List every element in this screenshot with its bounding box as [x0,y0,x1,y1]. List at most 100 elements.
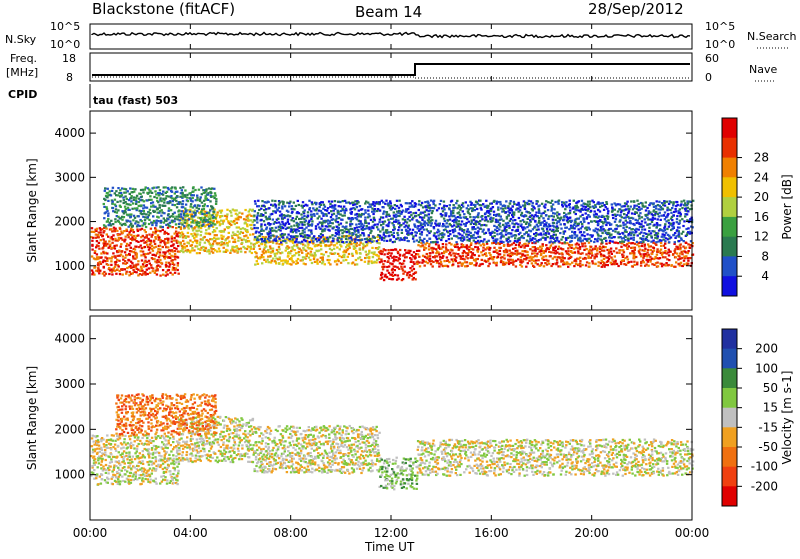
echo-cell [545,234,547,236]
echo-cell [352,255,354,257]
echo-cell [117,194,119,196]
echo-cell [157,234,159,236]
echo-cell [664,250,666,252]
echo-cell [687,243,689,245]
echo-cell [533,207,535,209]
echo-cell [332,222,334,224]
echo-cell [431,219,433,221]
echo-cell [111,230,113,232]
echo-cell [670,212,672,214]
echo-cell [554,256,556,258]
echo-cell [614,231,616,233]
echo-cell [588,262,590,264]
echo-cell [168,266,170,268]
echo-cell [656,254,658,256]
echo-cell [183,225,185,227]
echo-cell [506,217,508,219]
echo-cell [351,239,353,241]
echo-cell [214,195,216,197]
echo-cell [433,226,435,228]
echo-cell [210,225,212,227]
echo-cell [130,197,132,199]
echo-cell [414,226,416,228]
echo-cell [254,200,256,202]
echo-cell [625,220,627,222]
echo-cell [637,234,639,236]
echo-cell [648,227,650,229]
echo-cell [194,189,196,191]
echo-cell [413,263,415,265]
echo-cell [529,219,531,221]
echo-cell [632,242,634,244]
echo-cell [284,224,286,226]
echo-cell [606,208,608,210]
echo-cell [550,210,552,212]
echo-cell [406,221,408,223]
echo-cell [607,264,609,266]
echo-cell [479,263,481,265]
echo-cell [554,219,556,221]
echo-cell [395,221,397,223]
echo-cell [167,227,169,229]
echo-cell [279,201,281,203]
echo-cell [159,204,161,206]
echo-cell [196,252,198,254]
echo-cell [637,220,639,222]
echo-cell [129,187,131,189]
echo-cell [436,238,438,240]
echo-cell [534,220,536,222]
echo-cell [114,247,116,249]
echo-cell [605,243,607,245]
echo-cell [296,216,298,218]
nsearch-label: N.Search [747,30,797,43]
echo-cell [143,204,145,206]
echo-cell [455,241,457,243]
echo-cell [97,264,99,266]
echo-cell [409,257,411,259]
beam-label: Beam 14 [355,3,422,21]
echo-cell [502,220,504,222]
echo-cell [108,240,110,242]
echo-cell [301,241,303,243]
echo-cell [580,221,582,223]
echo-cell [474,254,476,256]
echo-cell [579,211,581,213]
echo-cell [527,262,529,264]
echo-cell [163,217,165,219]
echo-cell [107,218,109,220]
echo-cell [646,259,648,261]
echo-cell [185,209,187,211]
echo-cell [287,234,289,236]
echo-cell [537,259,539,261]
echo-cell [114,199,116,201]
echo-cell [254,203,256,205]
echo-cell [162,269,164,271]
echo-cell [208,218,210,220]
echo-cell [282,263,284,265]
echo-cell [290,219,292,221]
echo-cell [168,269,170,271]
echo-cell [685,242,687,244]
echo-cell [521,250,523,252]
echo-cell [399,249,401,251]
echo-cell [521,212,523,214]
echo-cell [667,213,669,215]
echo-cell [560,223,562,225]
echo-cell [611,241,613,243]
nsky-trace [92,33,690,38]
echo-cell [460,224,462,226]
echo-cell [360,259,362,261]
echo-cell [466,244,468,246]
echo-cell [531,262,533,264]
echo-cell [204,242,206,244]
echo-cell [603,258,605,260]
echo-cell [104,225,106,227]
echo-cell [563,233,565,235]
echo-cell [499,250,501,252]
echo-cell [126,248,128,250]
echo-cell [120,206,122,208]
echo-cell [462,206,464,208]
echo-cell [597,265,599,267]
echo-cell [674,266,676,268]
echo-cell [296,238,298,240]
